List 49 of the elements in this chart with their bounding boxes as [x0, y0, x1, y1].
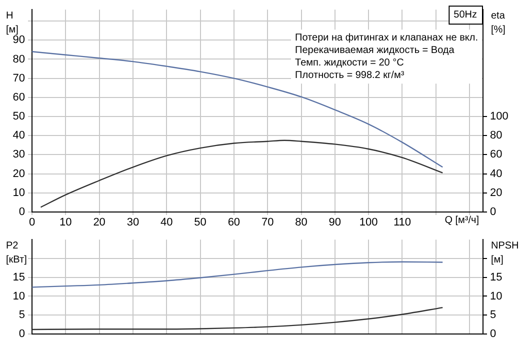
line-series: [32, 261, 444, 288]
x-tick-label: 80: [295, 216, 308, 229]
y2-tick-label: 60: [490, 148, 502, 161]
x-tick-label: 100: [359, 216, 378, 229]
y-tick-label: 0: [18, 328, 25, 340]
y-tick-label: 10: [12, 186, 25, 199]
y2-tick-label: 5: [490, 309, 496, 322]
y2-tick-label: 40: [490, 168, 502, 180]
y-tick-label: 5: [18, 309, 25, 322]
y-tick-label: 15: [12, 271, 25, 284]
y-tick-label: 90: [12, 34, 25, 46]
y-axis-title: H [м]: [6, 10, 19, 36]
x-tick-label: 60: [228, 216, 240, 229]
annotation: Плотность = 998.2 кг/м³: [295, 70, 405, 81]
y-tick-label: 50: [12, 110, 25, 123]
x-tick-label: 40: [160, 216, 173, 229]
x-tick-label: 110: [393, 216, 411, 229]
y2-tick-label: 15: [490, 271, 502, 284]
y-tick-label: 10: [12, 290, 25, 302]
line-series: [32, 306, 444, 330]
y2-axis-title: NPSH [м]: [491, 240, 519, 266]
y2-tick-label: 80: [490, 130, 502, 142]
y2-axis-title: eta [%]: [491, 10, 506, 36]
line-series: [40, 140, 444, 208]
chart-title: 50Hz: [454, 9, 478, 20]
y-axis-title: P2 [кВт]: [6, 240, 28, 266]
y-tick-label: 60: [12, 91, 25, 104]
y2-tick-label: 100: [490, 110, 508, 123]
x-tick-label: 90: [328, 216, 342, 229]
x-axis-title: Q [м³/ч]: [444, 214, 480, 226]
y-tick-label: 20: [12, 168, 25, 180]
annotation: Потери на фитингах и клапанах не вкл.: [295, 32, 478, 44]
y-tick-label: 80: [12, 53, 25, 66]
x-tick-label: 30: [126, 216, 140, 229]
y-tick-label: 70: [12, 72, 25, 84]
x-tick-label: 0: [28, 216, 36, 229]
annotation: Темп. жидкости = 20 °C: [295, 57, 404, 68]
y2-tick-label: 10: [490, 290, 502, 302]
y-tick-label: 40: [12, 130, 25, 142]
y2-tick-label: 0: [490, 206, 496, 218]
y2-tick-label: 20: [490, 186, 502, 199]
x-tick-label: 50: [194, 216, 206, 229]
y2-tick-label: 0: [490, 328, 496, 340]
y-tick-label: 30: [12, 148, 25, 161]
y-tick-label: 0: [18, 206, 25, 218]
annotation: Перекачиваемая жидкость = Вода: [295, 44, 455, 56]
x-tick-label: 70: [261, 216, 274, 229]
x-tick-label: 10: [60, 216, 72, 229]
x-tick-label: 20: [93, 216, 106, 229]
